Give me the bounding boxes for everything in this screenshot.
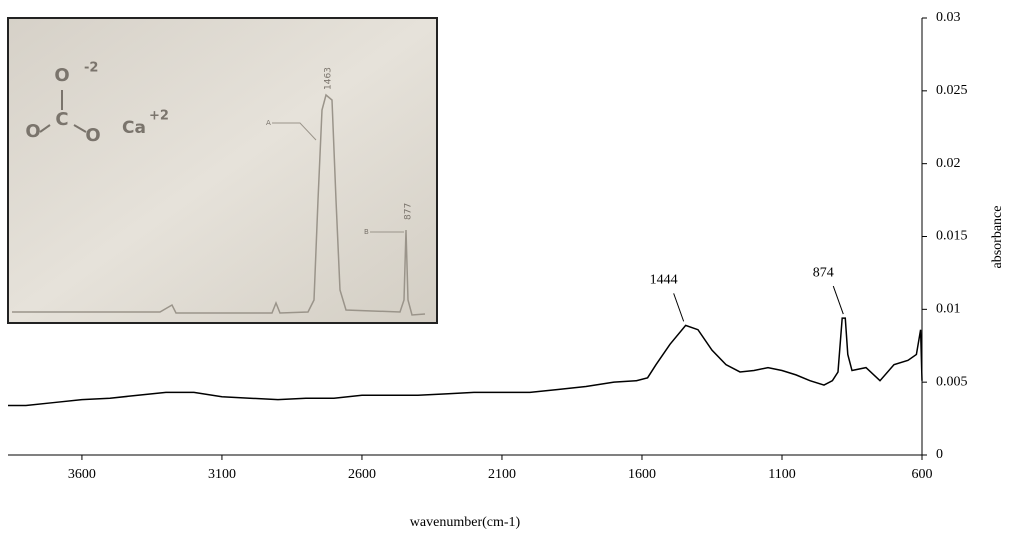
inset-marker: B	[364, 228, 369, 236]
y-tick-label: 0.03	[936, 10, 961, 25]
y-tick-label: 0.015	[936, 229, 968, 244]
inset-photo: O -2 C O O Ca +2 1463 877 A B	[7, 17, 438, 324]
y-tick-label: 0.02	[936, 156, 961, 171]
annotation: 1444	[650, 273, 678, 288]
inset-marker: A	[266, 119, 271, 127]
x-tick-label: 2600	[348, 467, 376, 482]
x-tick-label: 1100	[768, 467, 795, 482]
x-tick-label: 600	[912, 467, 933, 482]
inset-frame	[7, 17, 438, 324]
charge: +2	[149, 109, 169, 124]
atom: O	[85, 125, 100, 146]
annotation-leader	[832, 285, 844, 315]
inset-leaders	[272, 122, 404, 233]
x-tick-label: 1600	[628, 467, 656, 482]
y-tick-label: 0	[936, 447, 943, 462]
x-tick-label: 3600	[68, 467, 96, 482]
x-tick-label: 3100	[208, 467, 236, 482]
atom: C	[55, 109, 68, 130]
atom: O	[54, 65, 69, 86]
y-axis-label: absorbance	[990, 206, 1005, 269]
inset-peak-label: 1463	[324, 67, 334, 90]
x-tick-label: 2100	[488, 467, 516, 482]
inset-bonds	[39, 90, 87, 133]
charge: -2	[84, 61, 98, 76]
annotation-leader	[673, 293, 685, 322]
annotation: 874	[813, 265, 834, 280]
inset-curve	[12, 93, 426, 316]
y-tick-label: 0.005	[936, 374, 968, 389]
atom: O	[25, 121, 40, 142]
spectrum-line	[8, 317, 923, 407]
x-axis-label: wavenumber(cm-1)	[410, 515, 521, 530]
y-tick-label: 0.01	[936, 302, 961, 317]
y-tick-label: 0.025	[936, 83, 968, 98]
atom: Ca	[122, 118, 146, 138]
inset-peak-label: 877	[404, 203, 414, 220]
